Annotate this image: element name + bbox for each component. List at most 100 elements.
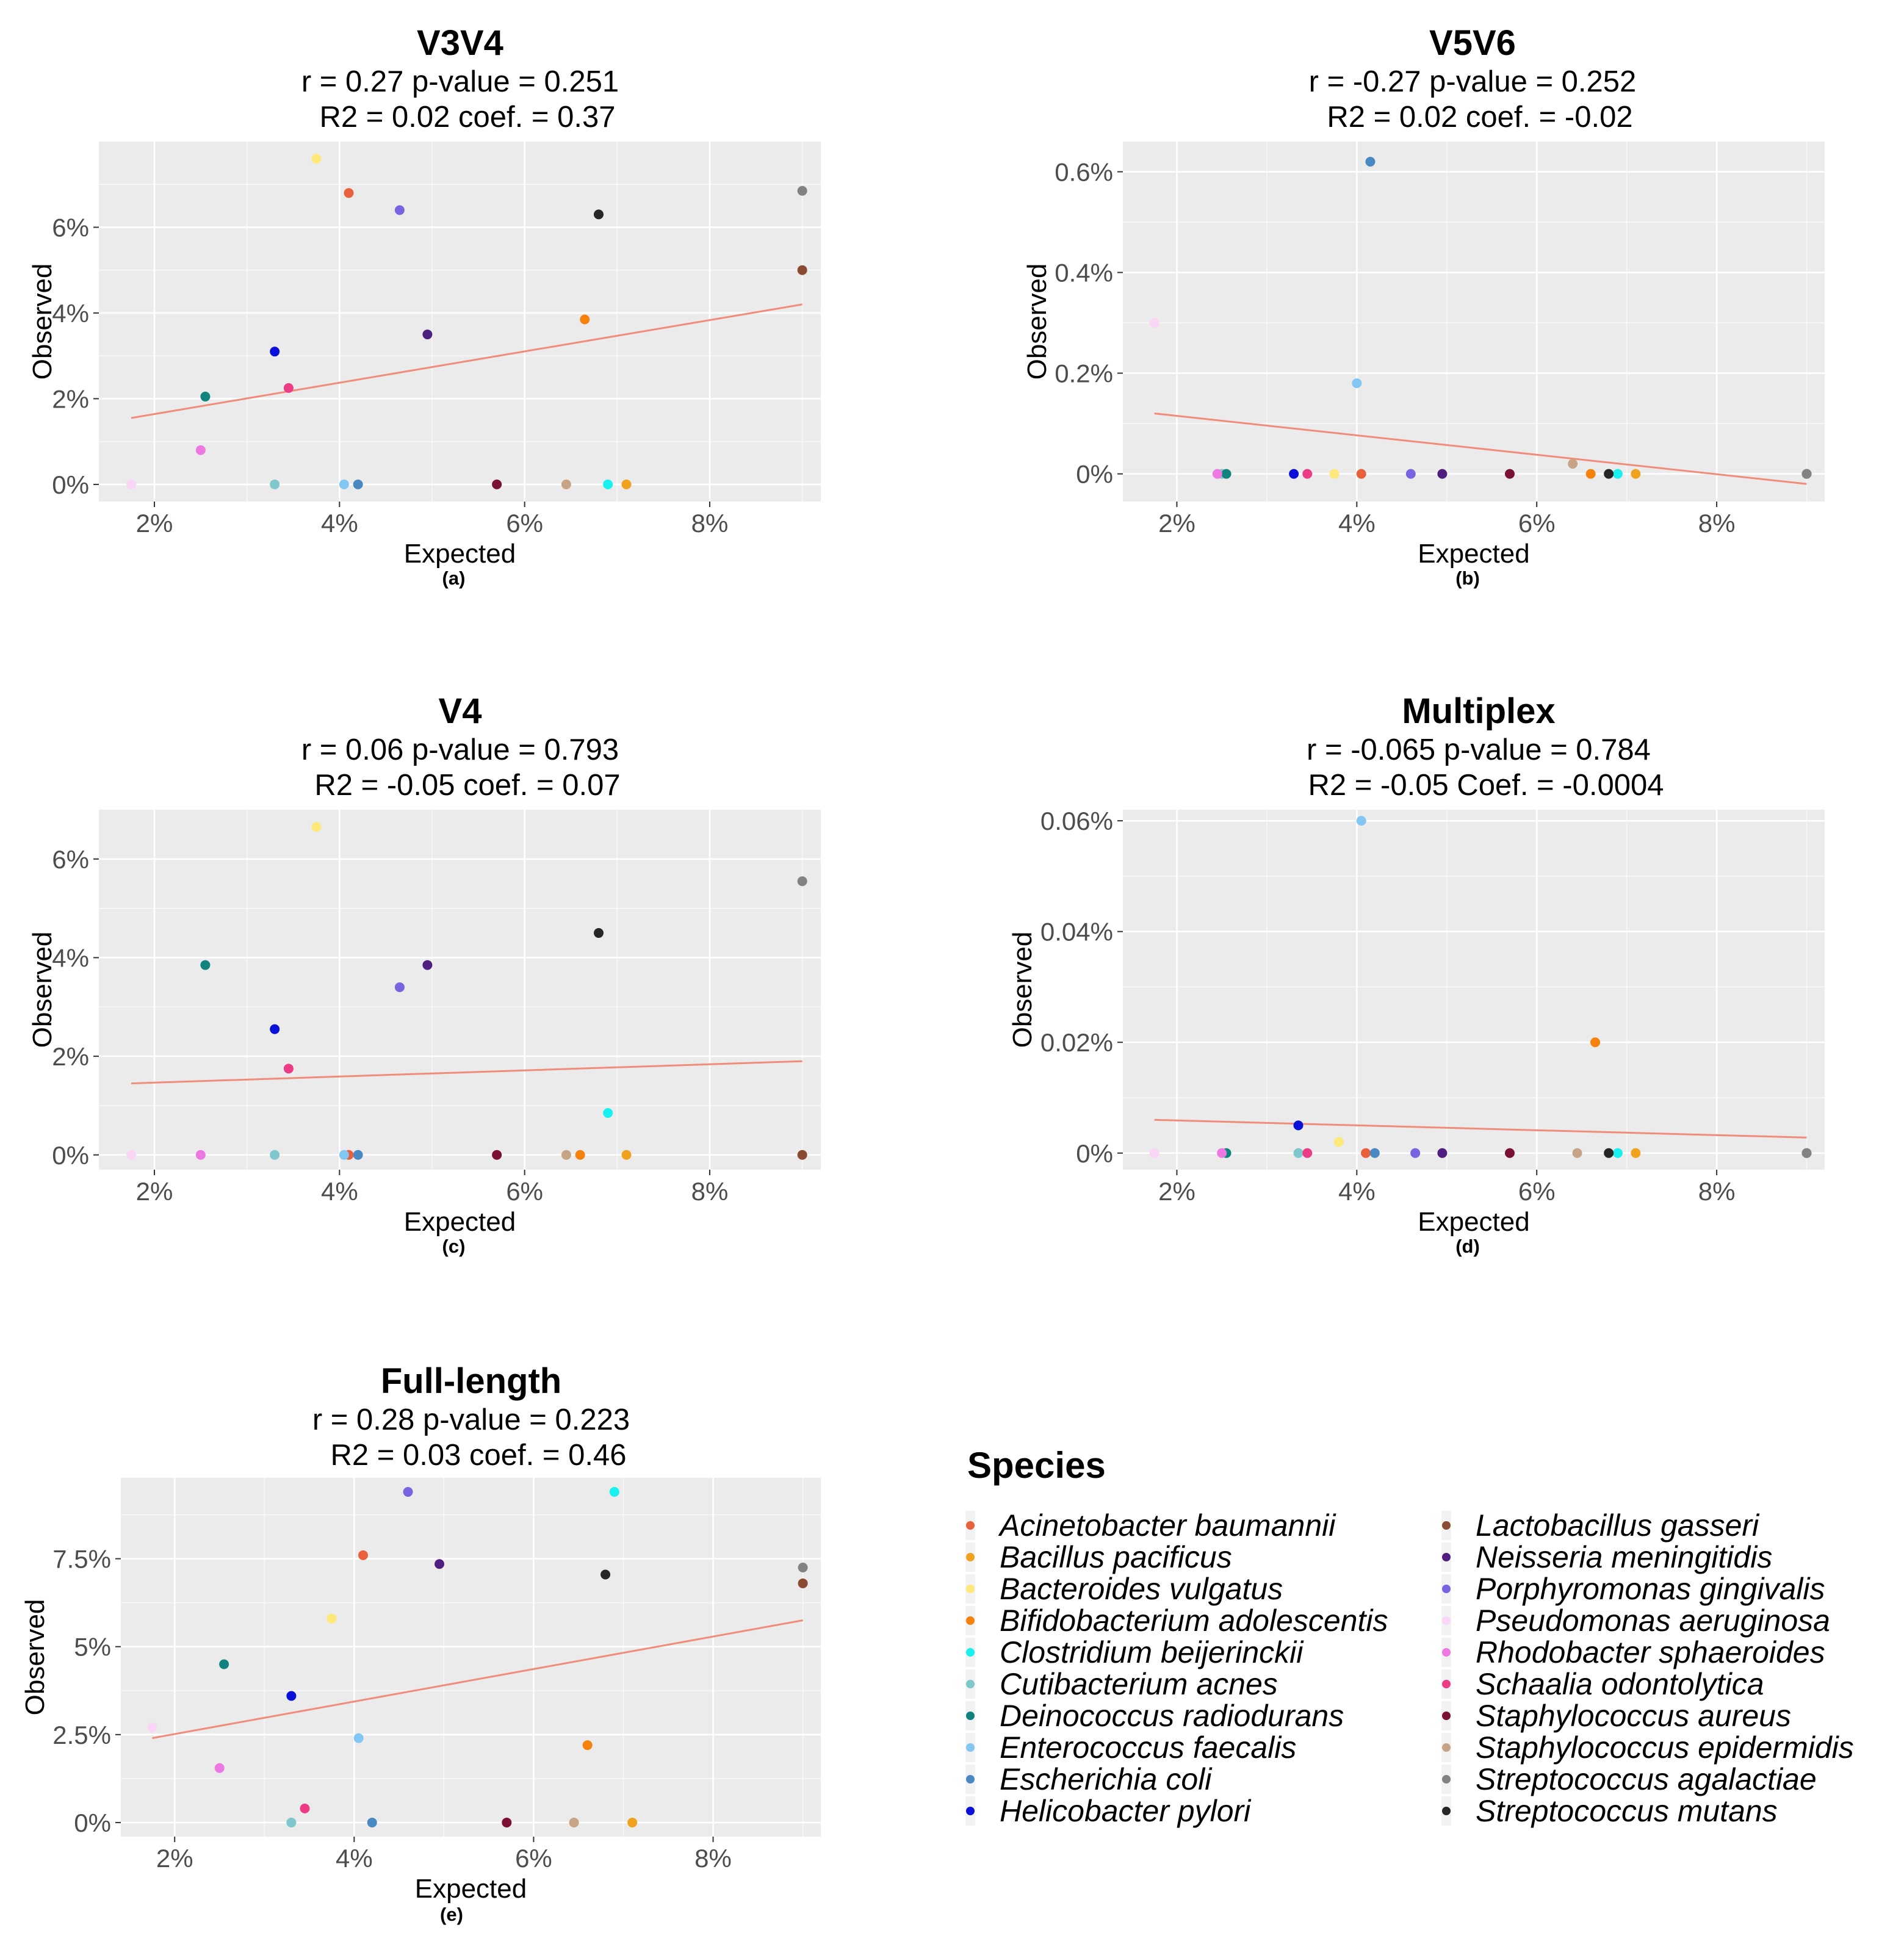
y-tick-label: 4%: [52, 299, 89, 328]
x-axis-label: Expected: [1418, 1207, 1529, 1237]
chart-title: V5V6: [1429, 23, 1516, 63]
regression-line: [131, 1060, 802, 1085]
data-point: [195, 1150, 206, 1160]
data-point: [353, 1150, 363, 1160]
legend-label: Deinococcus radiodurans: [1000, 1699, 1344, 1733]
data-point: [1568, 459, 1578, 469]
stats-line-1: r = 0.06 p-value = 0.793: [301, 733, 619, 766]
data-point: [126, 1150, 137, 1160]
y-tick-label: 5%: [74, 1633, 111, 1661]
x-tick-label: 6%: [515, 1844, 552, 1873]
data-point: [594, 209, 604, 220]
legend-item: Schaalia odontolytica: [1441, 1667, 1764, 1701]
legend-item: Clostridium beijerinckii: [965, 1635, 1304, 1669]
data-point: [798, 1563, 808, 1572]
panel-label: (c): [442, 1236, 466, 1257]
data-point: [394, 982, 405, 992]
x-tick-label: 6%: [506, 1177, 543, 1206]
legend-item: Neisseria meningitidis: [1441, 1540, 1772, 1574]
regression-line: [152, 1619, 803, 1740]
y-axis-label: Observed: [20, 1599, 50, 1716]
legend-label: Porphyromonas gingivalis: [1476, 1572, 1825, 1606]
legend-label: Escherichia coli: [1000, 1762, 1213, 1796]
y-tick-label: 6%: [52, 213, 89, 242]
data-point: [798, 1578, 808, 1588]
data-point: [195, 445, 206, 455]
data-point: [603, 1108, 613, 1118]
plot-background: [1123, 142, 1825, 502]
data-point: [603, 479, 613, 489]
regression-line: [1154, 412, 1807, 485]
data-point: [1410, 1148, 1421, 1158]
y-tick-label: 2%: [52, 384, 89, 413]
legend-swatch: [1442, 1585, 1451, 1593]
legend-swatch: [966, 1807, 975, 1815]
legend-swatch: [966, 1553, 975, 1561]
data-point: [1504, 1148, 1515, 1158]
data-point: [311, 822, 322, 832]
data-point: [286, 1691, 297, 1701]
data-point: [797, 185, 807, 196]
stats-line-2: R2 = 0.03 coef. = 0.46: [331, 1439, 627, 1472]
data-point: [621, 1150, 632, 1160]
data-point: [575, 1150, 585, 1160]
x-tick-label: 2%: [136, 1177, 173, 1206]
chart-title: V4: [439, 691, 482, 731]
stats-line-1: r = -0.27 p-value = 0.252: [1309, 65, 1637, 98]
data-point: [561, 1150, 571, 1160]
regression-line: [1154, 1118, 1807, 1139]
y-tick-label: 6%: [52, 845, 89, 874]
data-point: [353, 479, 363, 489]
data-point: [394, 205, 405, 215]
data-point: [1801, 469, 1812, 479]
panel-label: (d): [1455, 1236, 1480, 1257]
y-tick-label: 4%: [52, 943, 89, 972]
data-point: [600, 1569, 611, 1580]
panel-label: (b): [1455, 567, 1480, 589]
species-legend: Species Acinetobacter baumanniiBacillus …: [965, 1445, 1854, 1828]
legend-label: Bacteroides vulgatus: [1000, 1572, 1283, 1606]
legend-label: Schaalia odontolytica: [1476, 1667, 1764, 1701]
panel-label: (a): [442, 567, 466, 589]
data-point: [358, 1550, 369, 1560]
data-point: [627, 1817, 638, 1827]
legend-swatch: [966, 1680, 975, 1688]
x-tick-label: 8%: [1698, 509, 1736, 538]
legend-label: Staphylococcus aureus: [1476, 1699, 1791, 1733]
data-point: [339, 479, 349, 489]
y-tick-label: 7.5%: [52, 1545, 111, 1574]
x-tick-label: 2%: [1158, 1177, 1195, 1206]
data-point: [1149, 318, 1159, 328]
legend-swatch: [966, 1743, 975, 1752]
data-point: [580, 314, 590, 325]
regression-line: [131, 303, 802, 419]
x-axis-label: Expected: [404, 539, 516, 569]
legend-item: Porphyromonas gingivalis: [1441, 1572, 1825, 1606]
y-axis-label: Observed: [27, 932, 57, 1048]
data-point: [1329, 469, 1340, 479]
x-tick-label: 6%: [506, 509, 543, 538]
chart-title: V3V4: [417, 23, 503, 63]
data-point: [1361, 1148, 1371, 1158]
data-point: [1212, 469, 1222, 479]
data-point: [1221, 469, 1231, 479]
data-point: [1612, 469, 1623, 479]
data-point: [797, 876, 807, 887]
data-point: [1572, 1148, 1582, 1158]
legend-item: Bacteroides vulgatus: [965, 1572, 1283, 1606]
y-tick-label: 0%: [74, 1809, 111, 1837]
data-point: [1333, 1137, 1344, 1147]
stats-line-2: R2 = 0.02 coef. = 0.37: [320, 101, 616, 134]
legend-label: Neisseria meningitidis: [1476, 1540, 1772, 1574]
data-point: [353, 1733, 364, 1743]
legend-swatch: [966, 1521, 975, 1530]
data-point: [283, 1064, 294, 1074]
x-tick-label: 8%: [694, 1844, 732, 1873]
data-point: [367, 1817, 377, 1827]
x-tick-label: 4%: [321, 509, 358, 538]
x-tick-label: 8%: [1698, 1177, 1736, 1206]
data-point: [1585, 469, 1596, 479]
